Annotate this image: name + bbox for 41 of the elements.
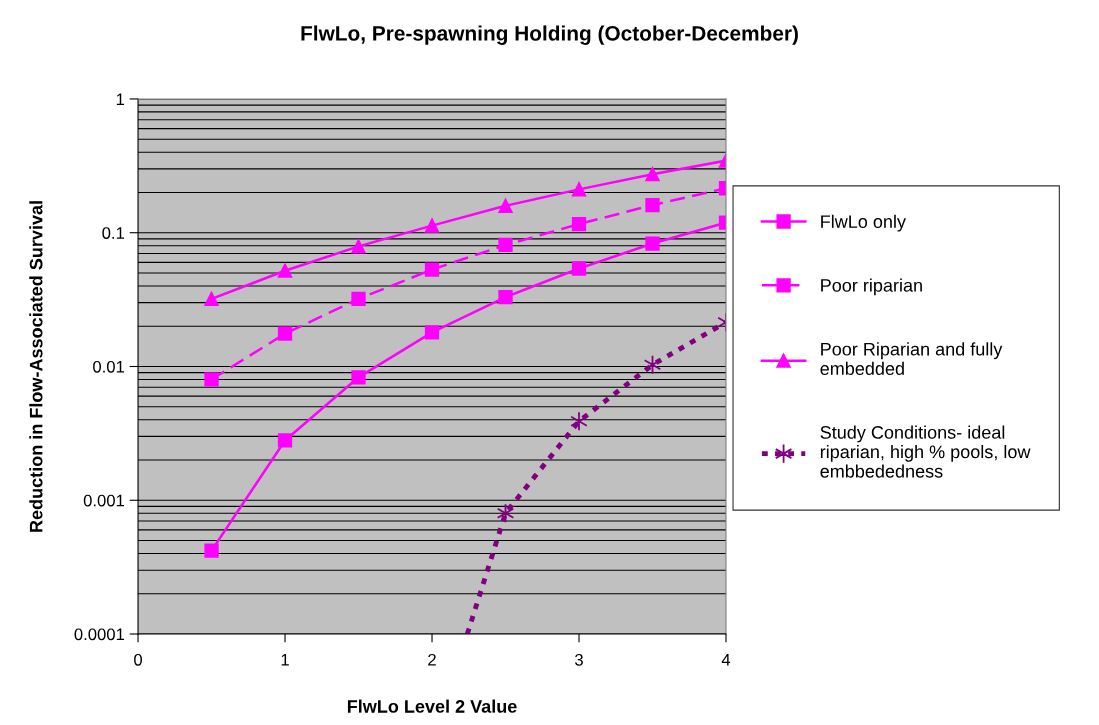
- point: [571, 216, 587, 232]
- chart-title: FlwLo, Pre-spawning Holding (October-December): [301, 25, 798, 45]
- point: [277, 326, 293, 341]
- point: [277, 433, 293, 448]
- x-tick-label: 4: [721, 654, 731, 666]
- point: [571, 261, 587, 276]
- point: [498, 289, 513, 305]
- legend-label: Poor riparian: [821, 278, 922, 296]
- point: [351, 291, 366, 307]
- point: [645, 197, 660, 213]
- point: [424, 218, 440, 233]
- x-tick-label: 2: [428, 653, 436, 666]
- point: [571, 182, 587, 197]
- point: [643, 354, 662, 375]
- legend-label: FlwLo only: [821, 214, 906, 232]
- y-tick-label: 0.001: [83, 494, 125, 507]
- point: [351, 370, 366, 385]
- x-tick-label: 0: [134, 653, 143, 666]
- point: [204, 291, 219, 307]
- point: [424, 262, 440, 277]
- x-axis-title: FlwLo Level 2 Value: [347, 699, 517, 713]
- y-tick-label: 0.1: [102, 227, 125, 239]
- y-tick-label: 0.01: [93, 360, 125, 373]
- legend-label: Poor Riparian and fully embedded: [820, 342, 1003, 376]
- x-tick-label: 1: [281, 654, 289, 666]
- x-tick-label: 3: [575, 653, 583, 666]
- y-tick-label: 1: [116, 93, 125, 105]
- point: [645, 167, 660, 182]
- point: [496, 503, 515, 524]
- point: [204, 372, 219, 387]
- y-axis-title: Reduction in Flow-Associated Survival: [29, 201, 43, 532]
- y-tick-label: 0.0001: [74, 628, 125, 641]
- point: [645, 236, 660, 251]
- point: [498, 237, 513, 253]
- point: [277, 263, 293, 278]
- legend-label: Study Conditions- ideal riparian, high % pools, low embbededness: [820, 425, 1031, 478]
- point: [351, 239, 366, 254]
- point: [570, 411, 588, 432]
- point: [498, 198, 513, 213]
- point: [204, 543, 219, 558]
- point: [424, 325, 440, 340]
